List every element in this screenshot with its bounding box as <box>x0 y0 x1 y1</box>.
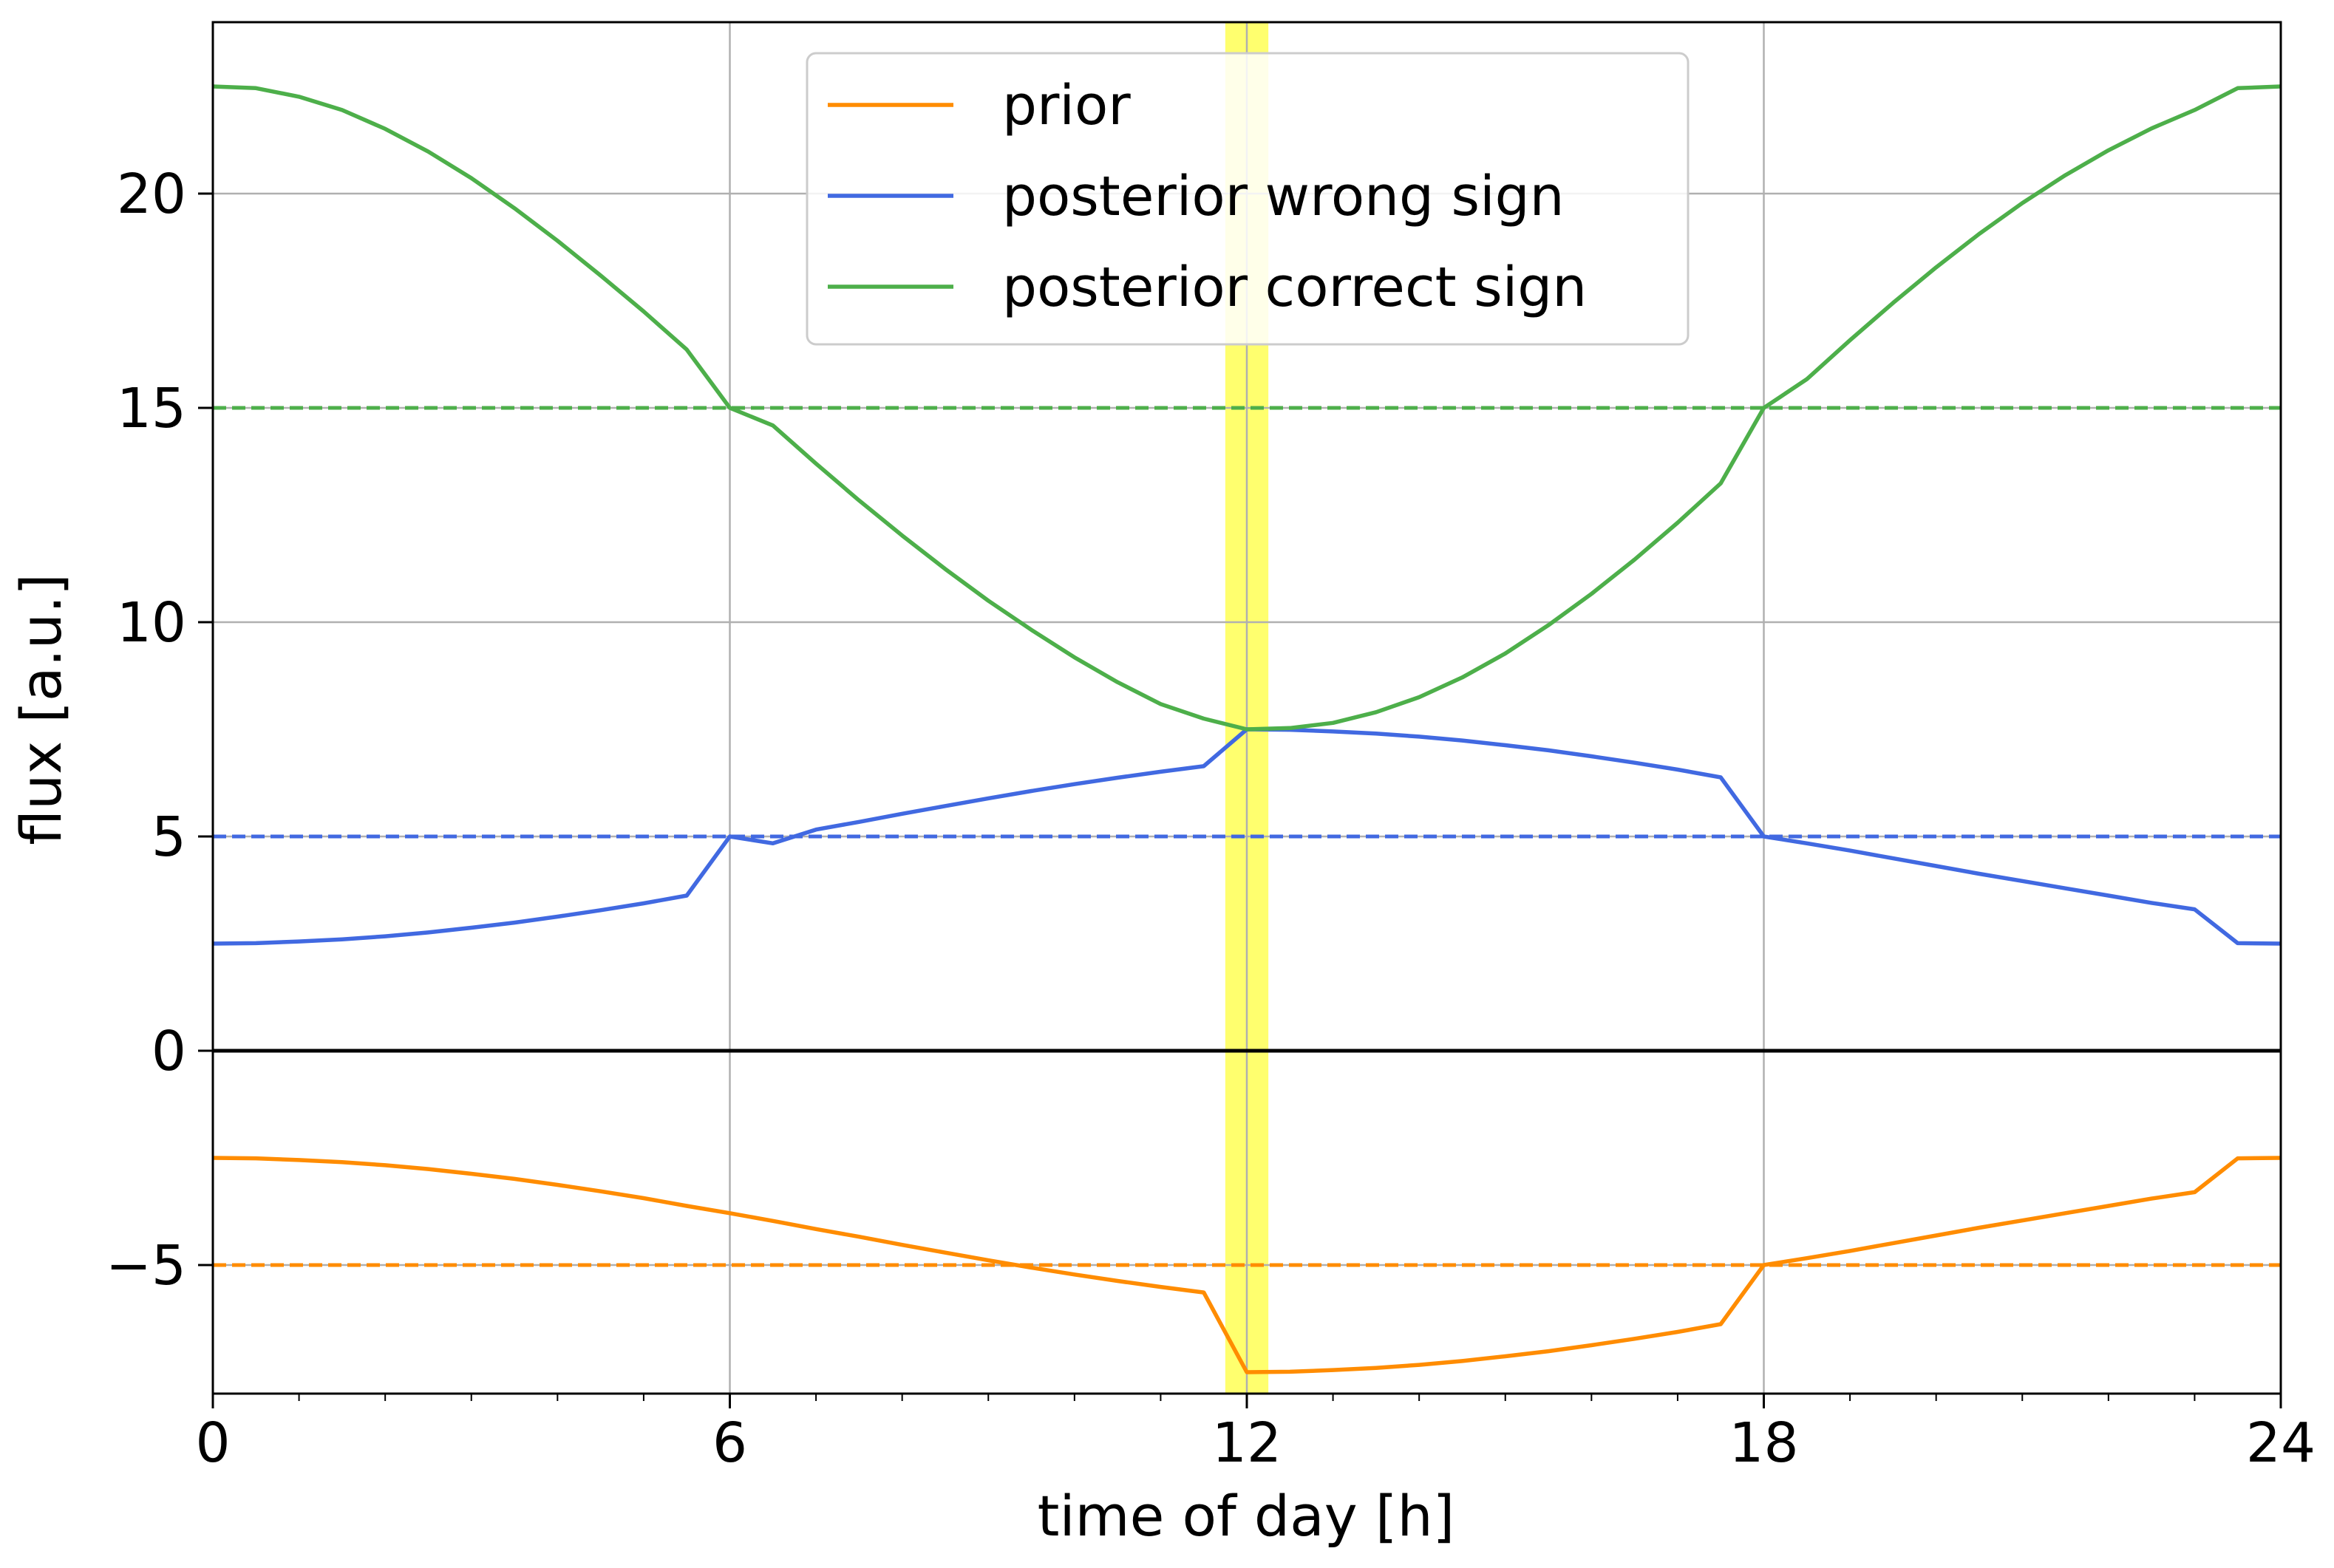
y-tick-label: 15 <box>117 377 186 440</box>
legend-label-0: prior <box>1002 74 1131 137</box>
legend-label-1: posterior wrong sign <box>1002 165 1565 228</box>
y-tick-label: 10 <box>117 591 186 655</box>
series-line-2 <box>212 84 2282 732</box>
y-tick-label: 5 <box>152 805 186 869</box>
x-tick-label: 12 <box>1212 1411 1282 1475</box>
series-line-0 <box>212 1156 2282 1374</box>
x-tick-label: 0 <box>195 1411 230 1475</box>
legend: prior posterior wrong sign posterior corre… <box>806 52 1690 346</box>
y-tick-label: 0 <box>152 1020 186 1083</box>
legend-label-2: posterior correct sign <box>1002 256 1587 319</box>
y-tick-label: 20 <box>117 163 186 226</box>
y-axis-label: flux [a.u.] <box>8 573 74 845</box>
axes: 0 6 12 18 24 −5 0 5 10 15 20 <box>106 21 2316 1475</box>
x-axis-label: time of day [h] <box>1038 1483 1455 1549</box>
x-tick-label: 24 <box>2246 1411 2316 1475</box>
x-tick-label: 18 <box>1729 1411 1798 1475</box>
legend-box <box>806 52 1690 346</box>
y-tick-label: −5 <box>106 1234 186 1298</box>
x-tick-label: 6 <box>712 1411 747 1475</box>
